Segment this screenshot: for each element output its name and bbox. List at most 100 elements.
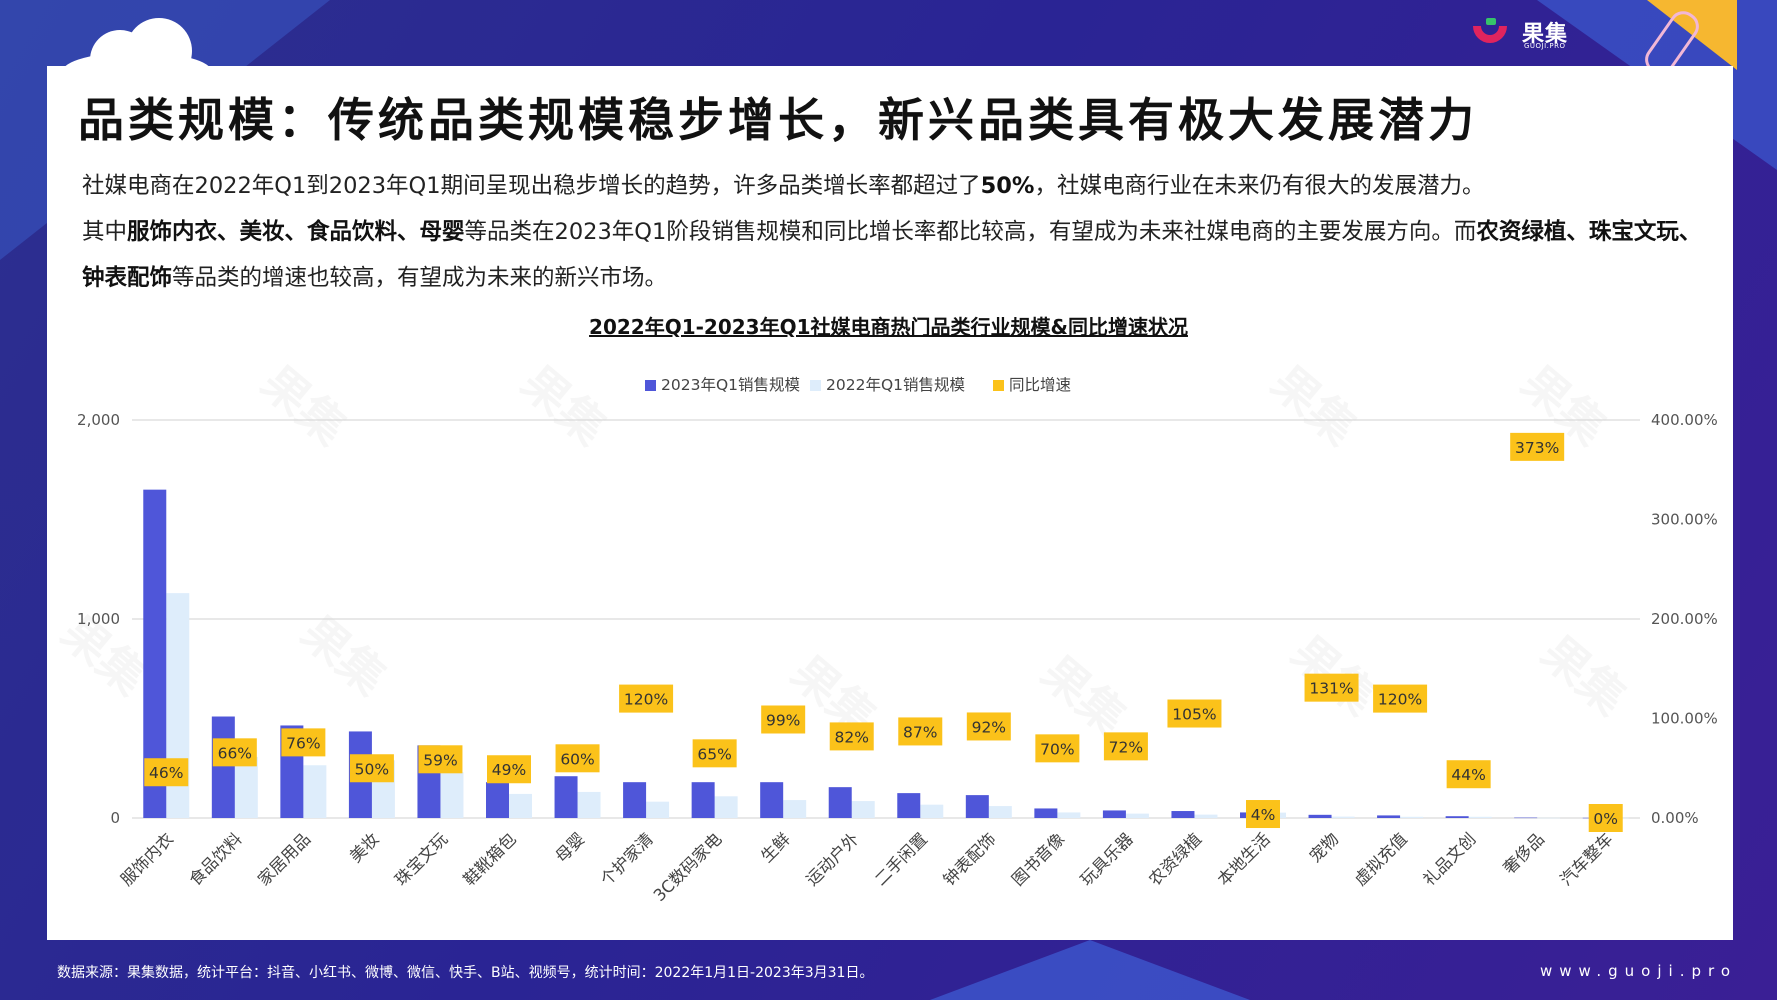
- growth-data-label: 92%: [972, 718, 1006, 736]
- growth-data-label: 120%: [1378, 691, 1422, 709]
- corner-decoration: [1587, 0, 1737, 70]
- growth-marker: [1246, 800, 1280, 829]
- bar-2023q1: [1102, 810, 1126, 818]
- category-tick-label: 图书音像: [1008, 829, 1068, 889]
- bar-2023q1: [1171, 811, 1195, 818]
- growth-marker: [418, 745, 463, 774]
- paragraph-line: 其中服饰内衣、美妆、食品饮料、母婴等品类在2023年Q1阶段销售规模和同比增长率…: [82, 219, 1702, 291]
- growth-data-label: 4%: [1251, 806, 1276, 824]
- growth-data-label: 373%: [1515, 439, 1559, 457]
- logo-mark-icon: [1473, 18, 1507, 43]
- legend-label: 2022年Q1销售规模: [826, 376, 965, 394]
- data-source-note: 数据来源：果集数据，统计平台：抖音、小红书、微博、微信、快手、B站、视频号，统计…: [57, 965, 874, 981]
- bar-2022q1: [1537, 817, 1561, 819]
- growth-data-label: 99%: [766, 711, 800, 729]
- bar-2023q1: [1377, 815, 1401, 818]
- legend-label: 2023年Q1销售规模: [661, 376, 800, 394]
- growth-marker: [349, 754, 394, 783]
- growth-data-label: 66%: [218, 744, 252, 762]
- growth-marker: [144, 758, 189, 787]
- category-tick-label: 农资绿植: [1145, 829, 1205, 889]
- bar-2023q1: [897, 793, 921, 818]
- growth-marker: [555, 744, 600, 773]
- brand-logo: 果集 GUOJI.PRO: [1470, 14, 1580, 54]
- growth-data-label: 44%: [1451, 766, 1485, 784]
- legend-label: 同比增速: [1009, 376, 1071, 394]
- bar-2022q1: [1468, 816, 1492, 818]
- bar-2022q1: [714, 796, 738, 818]
- growth-marker: [761, 705, 806, 734]
- bar-2022q1: [509, 793, 532, 818]
- growth-data-label: 0%: [1593, 810, 1618, 828]
- category-tick-label: 珠宝文玩: [391, 829, 451, 889]
- growth-data-label: 49%: [492, 761, 526, 779]
- website-url: www.guoji.pro: [1539, 962, 1737, 980]
- logo-subtext: GUOJI.PRO: [1524, 42, 1566, 50]
- growth-data-label: 70%: [1040, 740, 1074, 758]
- legend-swatch: [645, 380, 656, 391]
- page-title: 品类规模：传统品类规模稳步增长，新兴品类具有极大发展潜力: [78, 93, 1478, 147]
- growth-marker: [966, 712, 1011, 741]
- summary-paragraph: 社媒电商在2022年Q1到2023年Q1期间呈现出稳步增长的趋势，许多品类增长率…: [82, 163, 1712, 301]
- category-tick-label: 本地生活: [1214, 829, 1274, 889]
- bar-2023q1: [965, 795, 989, 818]
- bar-2022q1: [1400, 816, 1424, 818]
- category-tick-label: 食品饮料: [186, 829, 246, 889]
- bar-2023q1: [1514, 817, 1538, 819]
- growth-marker: [829, 722, 874, 751]
- category-tick-label: 玩具乐器: [1077, 829, 1137, 889]
- bar-2023q1: [211, 716, 235, 818]
- category-tick-label: 宠物: [1306, 829, 1343, 866]
- growth-data-label: 87%: [903, 723, 937, 741]
- growth-marker: [1373, 684, 1428, 713]
- growth-marker: [1588, 804, 1623, 832]
- bar-2023q1: [760, 782, 784, 818]
- bar-2022q1: [851, 801, 875, 818]
- category-tick-label: 奢侈品: [1500, 829, 1548, 877]
- growth-marker: [1103, 732, 1148, 761]
- category-tick-label: 服饰内衣: [117, 829, 177, 889]
- bar-2023q1: [691, 782, 715, 818]
- bar-2022q1: [1194, 814, 1218, 818]
- category-tick-label: 虚拟充值: [1351, 829, 1411, 889]
- category-tick-label: 个护家清: [597, 829, 657, 889]
- bar-2022q1: [303, 765, 327, 818]
- category-tick-label: 美妆: [346, 829, 383, 866]
- category-tick-label: 3C数码家电: [650, 829, 726, 905]
- right-axis-tick-label: 0.00%: [1651, 809, 1699, 827]
- bar-2023q1: [143, 489, 167, 818]
- growth-data-label: 60%: [560, 750, 594, 768]
- growth-data-label: 72%: [1109, 738, 1143, 756]
- bar-2022q1: [783, 800, 807, 818]
- category-tick-label: 家居用品: [254, 829, 314, 889]
- growth-marker: [1510, 432, 1565, 461]
- bar-2022q1: [920, 804, 944, 818]
- bar-2023q1: [1034, 808, 1058, 818]
- background-shape: [930, 940, 1250, 1000]
- growth-marker: [1167, 699, 1222, 728]
- category-tick-label: 汽车整车: [1556, 829, 1616, 889]
- growth-marker: [692, 739, 737, 768]
- growth-marker: [1035, 734, 1080, 763]
- bar-2023q1: [486, 782, 509, 818]
- legend-swatch: [993, 380, 1004, 391]
- growth-data-label: 59%: [423, 751, 457, 769]
- bar-2022q1: [234, 756, 258, 818]
- growth-data-label: 46%: [149, 764, 183, 782]
- category-tick-label: 生鲜: [757, 829, 794, 866]
- growth-marker: [619, 684, 674, 713]
- bar-2023q1: [623, 782, 647, 818]
- growth-marker: [212, 738, 257, 767]
- bar-2022q1: [1125, 813, 1149, 818]
- bar-2022q1: [577, 791, 601, 818]
- growth-data-label: 120%: [624, 691, 668, 709]
- right-axis-tick-label: 200.00%: [1651, 610, 1718, 628]
- left-axis-tick-label: 1,000: [77, 610, 120, 628]
- category-tick-label: 二手闲置: [871, 829, 931, 889]
- growth-marker: [1446, 760, 1491, 789]
- right-axis-tick-label: 300.00%: [1651, 511, 1718, 529]
- legend-swatch: [810, 380, 821, 391]
- growth-marker: [1304, 673, 1359, 702]
- paragraph-line: 社媒电商在2022年Q1到2023年Q1期间呈现出稳步增长的趋势，许多品类增长率…: [82, 173, 1485, 199]
- bar-2022q1: [646, 801, 670, 818]
